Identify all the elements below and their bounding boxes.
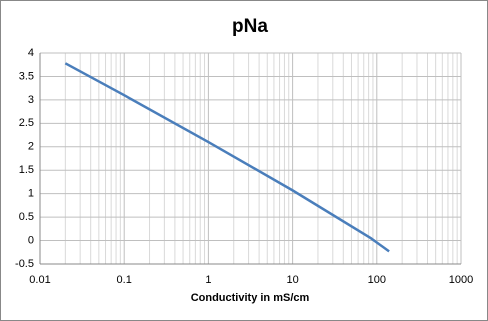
- y-tick-label: -0.5: [15, 258, 34, 270]
- x-axis-label: Conductivity in mS/cm: [191, 292, 310, 304]
- x-tick-label: 0.1: [117, 274, 132, 286]
- y-tick-label: 2.5: [19, 117, 34, 129]
- y-tick-label: 3.5: [19, 70, 34, 82]
- y-tick-label: 1: [28, 188, 34, 200]
- y-tick-label: 2: [28, 141, 34, 153]
- y-tick-label: 0.5: [19, 211, 34, 223]
- y-tick-label: 1.5: [19, 164, 34, 176]
- data-line: [64, 62, 390, 253]
- x-tick-label: 0.01: [29, 274, 50, 286]
- chart-title: pNa: [232, 16, 268, 37]
- x-tick-label: 1: [205, 274, 211, 286]
- y-tick-label: 4: [28, 47, 34, 59]
- x-tick-label: 10: [286, 274, 298, 286]
- x-tick-label: 1000: [449, 274, 473, 286]
- x-tick-label: 100: [368, 274, 386, 286]
- y-tick-label: 0: [28, 234, 34, 246]
- y-tick-label: 3: [28, 94, 34, 106]
